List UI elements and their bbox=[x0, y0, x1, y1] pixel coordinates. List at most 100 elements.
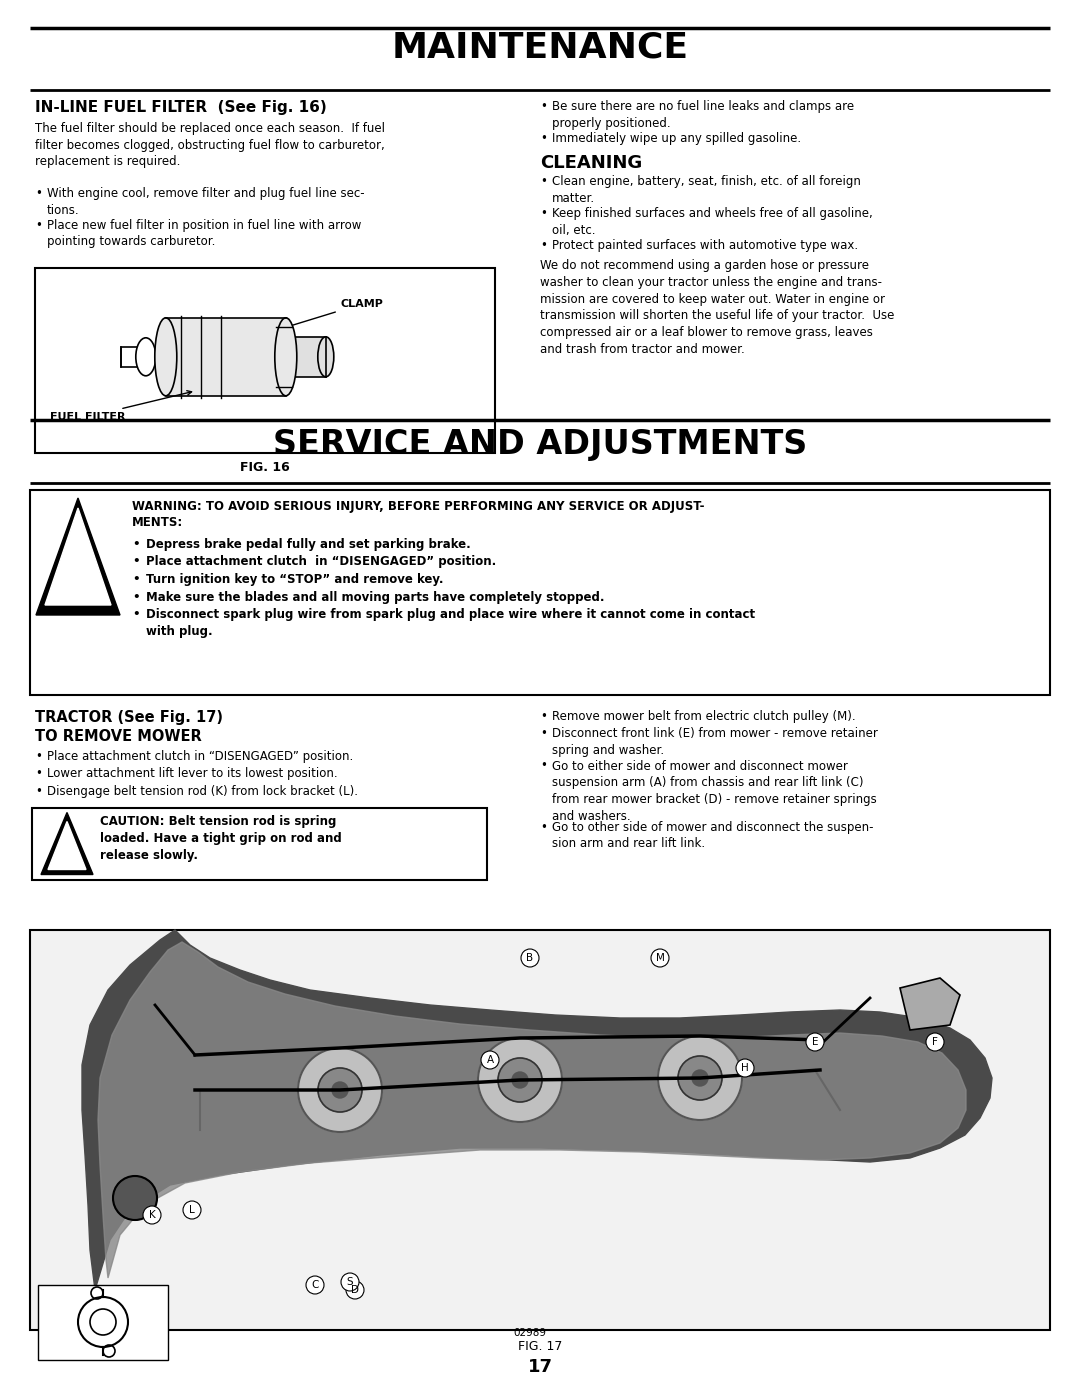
Circle shape bbox=[658, 1037, 742, 1120]
Text: D: D bbox=[351, 1285, 359, 1295]
Text: WARNING: TO AVOID SERIOUS INJURY, BEFORE PERFORMING ANY SERVICE OR ADJUST-
MENTS: WARNING: TO AVOID SERIOUS INJURY, BEFORE… bbox=[132, 500, 704, 529]
Circle shape bbox=[346, 1281, 364, 1299]
Text: Place new fuel filter in position in fuel line with arrow
pointing towards carbu: Place new fuel filter in position in fue… bbox=[48, 219, 362, 249]
Text: Keep finished surfaces and wheels free of all gasoline,
oil, etc.: Keep finished surfaces and wheels free o… bbox=[552, 208, 873, 237]
Bar bbox=[286, 337, 326, 377]
Text: •: • bbox=[540, 131, 546, 145]
Circle shape bbox=[521, 949, 539, 967]
Ellipse shape bbox=[274, 317, 297, 395]
Text: M: M bbox=[656, 953, 664, 963]
Circle shape bbox=[692, 1070, 708, 1085]
Text: 02989: 02989 bbox=[513, 1329, 546, 1338]
Circle shape bbox=[498, 1058, 542, 1102]
Text: Turn ignition key to “STOP” and remove key.: Turn ignition key to “STOP” and remove k… bbox=[146, 573, 444, 585]
Text: •: • bbox=[540, 820, 546, 834]
Text: •: • bbox=[540, 101, 546, 113]
Circle shape bbox=[318, 1067, 362, 1112]
Text: •: • bbox=[132, 538, 139, 550]
Text: FUEL FILTER: FUEL FILTER bbox=[50, 391, 191, 422]
Text: Disengage belt tension rod (K) from lock bracket (L).: Disengage belt tension rod (K) from lock… bbox=[48, 785, 357, 798]
Text: S: S bbox=[347, 1277, 353, 1287]
Ellipse shape bbox=[154, 317, 177, 395]
Text: •: • bbox=[540, 208, 546, 221]
Text: •: • bbox=[132, 556, 139, 569]
Bar bbox=[30, 930, 1050, 1330]
Text: Go to other side of mower and disconnect the suspen-
sion arm and rear lift link: Go to other side of mower and disconnect… bbox=[552, 820, 874, 851]
Text: CAUTION: Belt tension rod is spring
loaded. Have a tight grip on rod and
release: CAUTION: Belt tension rod is spring load… bbox=[100, 816, 341, 862]
Text: TRACTOR (See Fig. 17): TRACTOR (See Fig. 17) bbox=[35, 710, 222, 725]
Text: •: • bbox=[35, 767, 42, 781]
Text: •: • bbox=[540, 728, 546, 740]
Text: •: • bbox=[540, 176, 546, 189]
Text: TO REMOVE MOWER: TO REMOVE MOWER bbox=[35, 729, 202, 745]
Bar bbox=[166, 317, 286, 395]
Circle shape bbox=[298, 1048, 382, 1132]
Polygon shape bbox=[48, 821, 86, 869]
Polygon shape bbox=[45, 509, 111, 605]
Text: Go to either side of mower and disconnect mower
suspension arm (A) from chassis : Go to either side of mower and disconnec… bbox=[552, 760, 877, 823]
Circle shape bbox=[512, 1071, 528, 1088]
Text: •: • bbox=[35, 785, 42, 798]
Bar bbox=[121, 346, 146, 367]
Text: 17: 17 bbox=[527, 1358, 553, 1376]
Text: K: K bbox=[149, 1210, 156, 1220]
Text: •: • bbox=[540, 760, 546, 773]
Text: Depress brake pedal fully and set parking brake.: Depress brake pedal fully and set parkin… bbox=[146, 538, 471, 550]
Text: Disconnect front link (E) from mower - remove retainer
spring and washer.: Disconnect front link (E) from mower - r… bbox=[552, 728, 878, 757]
Text: E: E bbox=[812, 1037, 819, 1046]
Bar bbox=[35, 268, 495, 453]
Circle shape bbox=[735, 1059, 754, 1077]
Polygon shape bbox=[82, 930, 993, 1289]
Text: !: ! bbox=[62, 833, 72, 852]
Bar bbox=[30, 490, 1050, 694]
Text: C: C bbox=[311, 1280, 319, 1289]
Text: Clean engine, battery, seat, finish, etc. of all foreign
matter.: Clean engine, battery, seat, finish, etc… bbox=[552, 176, 861, 205]
Text: L: L bbox=[189, 1206, 194, 1215]
Text: Be sure there are no fuel line leaks and clamps are
properly positioned.: Be sure there are no fuel line leaks and… bbox=[552, 101, 854, 130]
Text: •: • bbox=[35, 750, 42, 763]
Text: Immediately wipe up any spilled gasoline.: Immediately wipe up any spilled gasoline… bbox=[552, 131, 801, 145]
Text: •: • bbox=[540, 239, 546, 253]
Text: MAINTENANCE: MAINTENANCE bbox=[391, 29, 689, 64]
Text: The fuel filter should be replaced once each season.  If fuel
filter becomes clo: The fuel filter should be replaced once … bbox=[35, 122, 384, 168]
Circle shape bbox=[478, 1038, 562, 1122]
Text: CLEANING: CLEANING bbox=[540, 154, 643, 172]
Circle shape bbox=[651, 949, 669, 967]
Text: •: • bbox=[540, 710, 546, 724]
Circle shape bbox=[678, 1056, 723, 1099]
Text: •: • bbox=[132, 591, 139, 604]
Ellipse shape bbox=[318, 337, 334, 377]
Text: Place attachment clutch in “DISENGAGED” position.: Place attachment clutch in “DISENGAGED” … bbox=[48, 750, 353, 763]
Bar bbox=[38, 1285, 168, 1361]
Circle shape bbox=[143, 1206, 161, 1224]
Text: F: F bbox=[932, 1037, 937, 1046]
Polygon shape bbox=[36, 497, 120, 615]
Polygon shape bbox=[900, 978, 960, 1030]
Text: !: ! bbox=[69, 538, 86, 576]
Text: •: • bbox=[132, 573, 139, 585]
Text: Place attachment clutch  in “DISENGAGED” position.: Place attachment clutch in “DISENGAGED” … bbox=[146, 556, 496, 569]
Circle shape bbox=[806, 1032, 824, 1051]
Text: Lower attachment lift lever to its lowest position.: Lower attachment lift lever to its lowes… bbox=[48, 767, 338, 781]
Circle shape bbox=[926, 1032, 944, 1051]
Polygon shape bbox=[41, 813, 93, 875]
Text: •: • bbox=[35, 219, 42, 232]
Bar bbox=[32, 807, 487, 880]
Text: H: H bbox=[741, 1063, 748, 1073]
Text: Remove mower belt from electric clutch pulley (M).: Remove mower belt from electric clutch p… bbox=[552, 710, 855, 724]
Text: We do not recommend using a garden hose or pressure
washer to clean your tractor: We do not recommend using a garden hose … bbox=[540, 258, 894, 356]
Circle shape bbox=[332, 1083, 348, 1098]
Circle shape bbox=[183, 1201, 201, 1220]
Text: IN-LINE FUEL FILTER  (See Fig. 16): IN-LINE FUEL FILTER (See Fig. 16) bbox=[35, 101, 327, 115]
Polygon shape bbox=[98, 942, 966, 1278]
Circle shape bbox=[481, 1051, 499, 1069]
Circle shape bbox=[306, 1275, 324, 1294]
Text: •: • bbox=[35, 187, 42, 200]
Ellipse shape bbox=[136, 338, 156, 376]
Text: With engine cool, remove filter and plug fuel line sec-
tions.: With engine cool, remove filter and plug… bbox=[48, 187, 365, 217]
Text: SERVICE AND ADJUSTMENTS: SERVICE AND ADJUSTMENTS bbox=[273, 427, 807, 461]
Circle shape bbox=[341, 1273, 359, 1291]
Circle shape bbox=[113, 1176, 157, 1220]
Text: Disconnect spark plug wire from spark plug and place wire where it cannot come i: Disconnect spark plug wire from spark pl… bbox=[146, 608, 755, 637]
Text: FIG. 17: FIG. 17 bbox=[517, 1340, 563, 1354]
